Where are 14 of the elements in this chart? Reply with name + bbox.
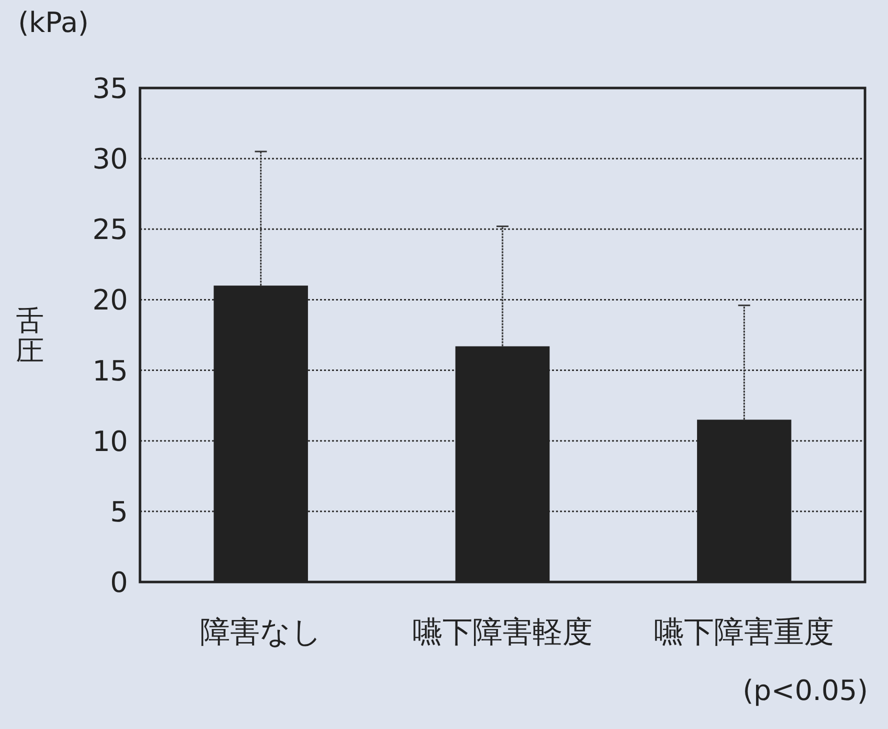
- y-tick-label: 0: [110, 566, 128, 599]
- y-tick-label: 15: [92, 354, 128, 388]
- y-tick-label: 20: [92, 284, 128, 317]
- x-tick-label: 嚥下障害軽度: [412, 615, 592, 650]
- x-tick-label: 嚥下障害重度: [654, 615, 834, 650]
- y-axis-title: 舌圧: [16, 304, 44, 367]
- y-tick-label: 5: [110, 495, 128, 528]
- y-tick-label: 10: [92, 424, 128, 458]
- y-tick-label: 25: [92, 213, 128, 246]
- y-tick-label: 30: [92, 142, 128, 176]
- text: (kPa): [18, 6, 89, 39]
- text: (p<0.05): [742, 674, 868, 707]
- y-tick-label: 35: [92, 72, 128, 105]
- x-tick-label: 障害なし: [200, 615, 322, 650]
